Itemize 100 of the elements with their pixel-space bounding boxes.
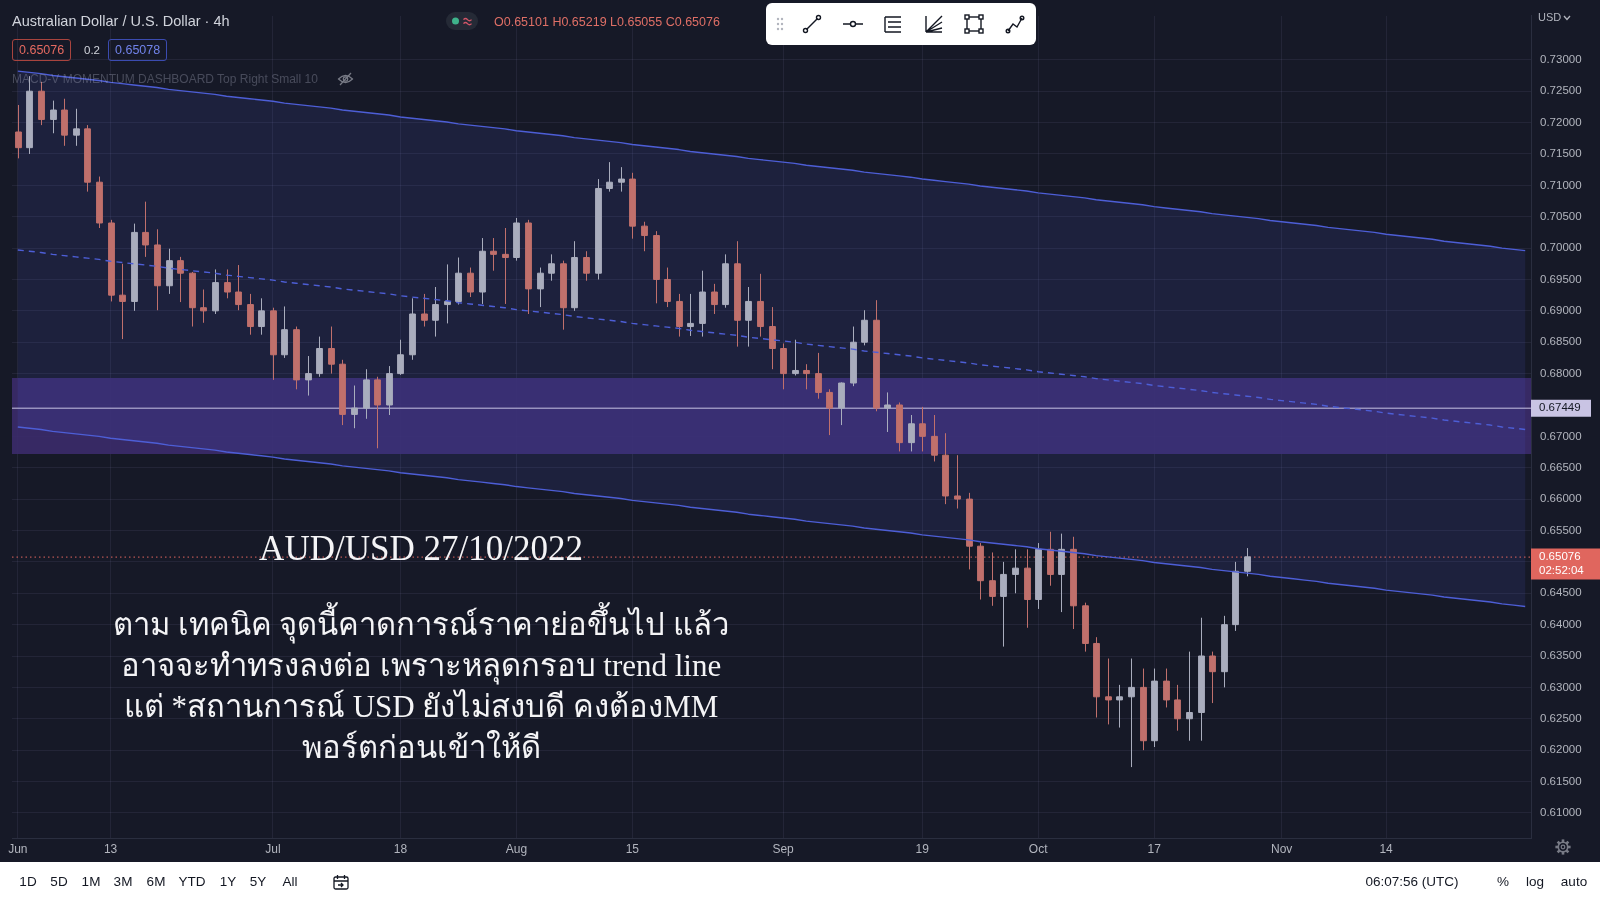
candlestick xyxy=(1128,658,1135,768)
candlestick xyxy=(838,381,845,426)
candlestick xyxy=(826,388,833,436)
candlestick xyxy=(61,98,68,147)
candlestick xyxy=(792,339,799,376)
x-tick-label: Jul xyxy=(265,841,281,856)
candlestick xyxy=(687,293,694,337)
y-tick-label: 0.70000 xyxy=(1540,241,1582,254)
text: 1M xyxy=(81,873,101,891)
candlestick xyxy=(421,293,428,328)
text: % xyxy=(1496,873,1510,891)
text: 1D xyxy=(19,873,37,891)
x-tick-label: Aug xyxy=(505,841,528,856)
text: log xyxy=(1525,873,1545,891)
x-tick-label: 17 xyxy=(1147,841,1162,856)
candlestick xyxy=(1221,615,1228,688)
candlestick xyxy=(293,326,300,390)
y-tick-label: 0.66500 xyxy=(1540,460,1582,473)
candlestick xyxy=(189,271,196,328)
candlestick xyxy=(1140,668,1147,751)
candlestick xyxy=(281,305,288,359)
candlestick xyxy=(595,178,602,280)
candlestick xyxy=(502,227,509,305)
candlestick xyxy=(1116,684,1123,729)
y-tick-label: 0.72500 xyxy=(1540,84,1582,97)
x-tick-label: 15 xyxy=(625,841,640,856)
candlestick xyxy=(618,166,625,193)
y-axis-title: USD xyxy=(1538,10,1562,24)
text: 3M xyxy=(113,873,133,891)
candlestick xyxy=(711,283,718,315)
candlestick xyxy=(409,297,416,361)
candlestick xyxy=(142,201,149,258)
y-tick-label: 0.65500 xyxy=(1540,523,1582,536)
candlestick xyxy=(305,355,312,397)
candlestick xyxy=(247,293,254,336)
candlestick xyxy=(1163,668,1170,708)
candlestick xyxy=(131,223,138,312)
candlestick xyxy=(119,263,126,340)
candlestick xyxy=(1105,658,1112,725)
candlestick xyxy=(525,219,532,315)
y-tick-label: 0.62000 xyxy=(1540,743,1582,756)
candlestick xyxy=(606,161,613,193)
candlestick xyxy=(583,250,590,282)
candlestick xyxy=(1035,542,1042,610)
candlestick xyxy=(1244,547,1251,577)
candlestick xyxy=(896,401,903,452)
candlestick xyxy=(339,359,346,426)
candlestick xyxy=(803,363,810,390)
y-tick-label: 0.62500 xyxy=(1540,711,1582,724)
text: 06:07:56 (UTC) xyxy=(1365,873,1459,891)
candlestick xyxy=(1012,548,1019,594)
candlestick xyxy=(374,376,381,449)
y-tick-label: 0.72000 xyxy=(1540,115,1582,128)
x-tick-label: 14 xyxy=(1379,841,1394,856)
candlestick xyxy=(653,230,660,304)
text: All xyxy=(282,873,298,891)
candlestick xyxy=(861,309,868,346)
candlestick xyxy=(108,219,115,302)
y-tick-label: 0.63000 xyxy=(1540,680,1582,693)
candlestick xyxy=(444,263,451,324)
candlestick xyxy=(38,81,45,126)
candlestick xyxy=(258,297,265,336)
candlestick xyxy=(513,217,520,262)
chart-title: Australian Dollar / U.S. Dollar · 4h xyxy=(12,12,230,30)
candlestick xyxy=(734,240,741,348)
candlestick xyxy=(850,326,857,387)
annotation: 0.65078 xyxy=(108,39,168,61)
x-tick-label: Oct xyxy=(1028,841,1049,856)
y-tick-label: 0.63500 xyxy=(1540,649,1582,662)
y-tick-label: 0.70500 xyxy=(1540,209,1582,222)
candlestick xyxy=(166,248,173,295)
text: 6M xyxy=(146,873,166,891)
candlestick xyxy=(15,104,22,159)
candlestick xyxy=(224,268,231,299)
candlestick xyxy=(1151,668,1158,748)
candlestick xyxy=(386,365,393,416)
candlestick xyxy=(212,268,219,315)
candlestick xyxy=(919,406,926,452)
y-tick-label: 0.64500 xyxy=(1540,586,1582,599)
y-tick-label: 0.67000 xyxy=(1540,429,1582,442)
candlestick xyxy=(177,256,184,303)
x-tick-label: Sep xyxy=(772,841,795,856)
y-tick-label: 0.71500 xyxy=(1540,147,1582,160)
candlestick xyxy=(96,176,103,229)
y-tick-label: 0.61500 xyxy=(1540,774,1582,787)
ref-line-label: 0.65076 02:52:04 xyxy=(1539,550,1585,577)
candlestick xyxy=(1209,651,1216,704)
text: auto xyxy=(1560,873,1588,891)
candlestick xyxy=(722,253,729,309)
y-tick-label: 0.64000 xyxy=(1540,617,1582,630)
candlestick xyxy=(931,414,938,462)
candlestick xyxy=(966,492,973,570)
candlestick xyxy=(1186,651,1193,742)
candlestick xyxy=(154,228,161,311)
y-tick-label: 0.68500 xyxy=(1540,335,1582,348)
annotation: AUD/USD 27/10/2022 xyxy=(259,528,583,570)
candlestick xyxy=(328,326,335,375)
candlestick xyxy=(977,542,984,601)
candlestick xyxy=(815,352,822,400)
y-tick-label: 0.71000 xyxy=(1540,178,1582,191)
